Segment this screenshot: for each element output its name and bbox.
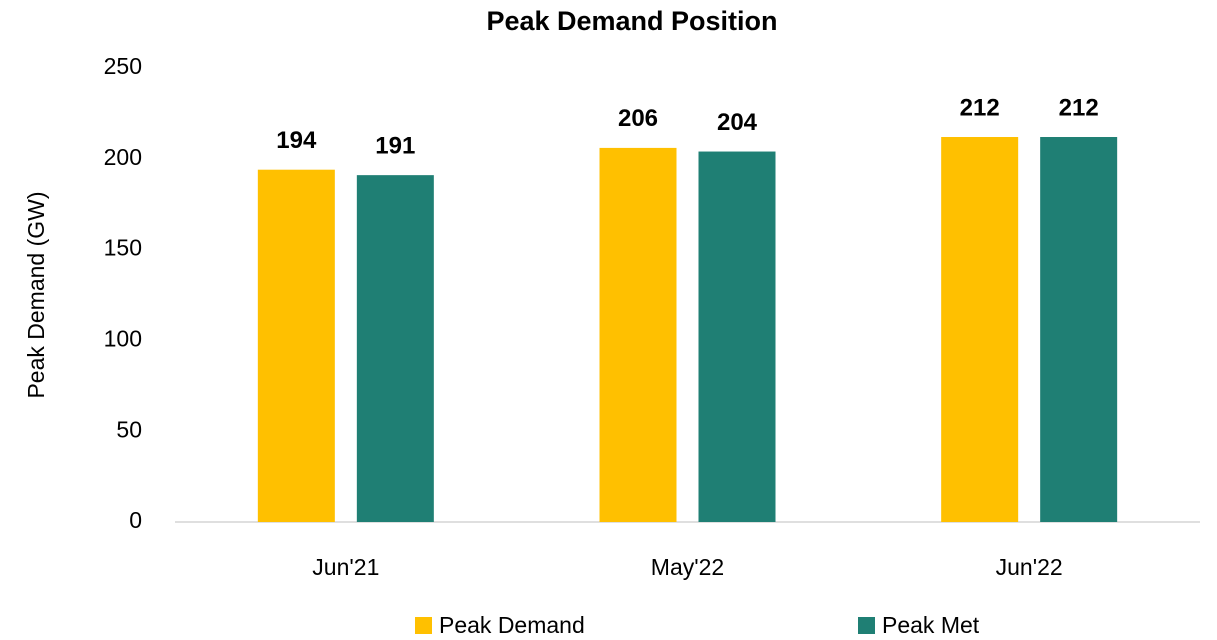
y-tick-label: 200 <box>104 144 142 170</box>
y-tick-label: 100 <box>104 325 142 351</box>
bar <box>1040 137 1118 522</box>
bar <box>257 169 335 523</box>
y-tick-label: 0 <box>129 507 142 533</box>
y-tick-label: 50 <box>116 416 142 442</box>
legend-label: Peak Demand <box>439 612 585 638</box>
bar <box>599 147 677 523</box>
value-label: 206 <box>618 105 658 132</box>
y-axis-label: Peak Demand (GW) <box>23 191 49 398</box>
x-tick-label: Jun'21 <box>312 554 379 580</box>
legend-swatch <box>415 617 432 634</box>
x-tick-label: May'22 <box>651 554 724 580</box>
legend-label: Peak Met <box>882 612 980 638</box>
x-tick-label: Jun'22 <box>996 554 1063 580</box>
chart-title: Peak Demand Position <box>486 6 777 36</box>
value-label: 194 <box>276 127 317 154</box>
value-label: 191 <box>375 132 415 159</box>
y-tick-label: 150 <box>104 235 142 261</box>
value-label: 212 <box>1059 94 1099 121</box>
bar <box>941 137 1019 522</box>
y-tick-label: 250 <box>104 53 142 79</box>
bar <box>698 151 776 522</box>
legend-swatch <box>858 617 875 634</box>
value-label: 212 <box>960 94 1000 121</box>
bar <box>356 175 434 523</box>
value-label: 204 <box>717 109 758 136</box>
